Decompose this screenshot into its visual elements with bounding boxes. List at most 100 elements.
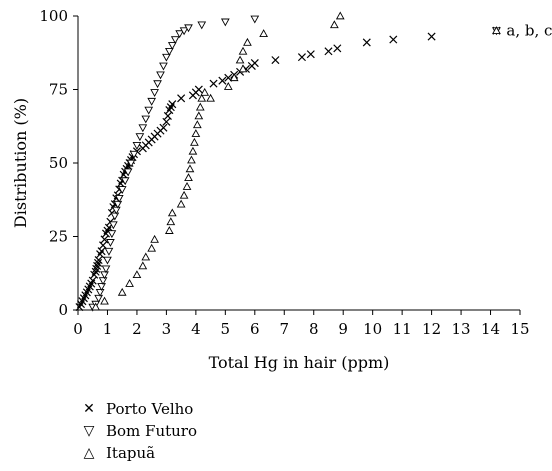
data-point [194,85,203,94]
x-stroke [324,47,333,56]
data-point [103,256,112,265]
data-point [192,120,202,129]
data-point [168,100,177,109]
data-point [164,226,174,234]
x-tick-label: 14 [481,320,500,338]
data-point [88,276,97,285]
data-point [147,97,157,106]
legend-item-bom-futuro: ▽ Bom Futuro [80,420,197,442]
data-point [329,20,339,29]
annotation-triangle-up [492,26,501,35]
data-point [97,283,106,292]
data-point [166,217,176,226]
data-point [98,277,108,286]
data-point [132,142,142,150]
data-point [126,159,136,168]
x-stroke [297,53,306,62]
x-stroke [100,235,109,244]
series-2 [91,11,345,311]
y-tick-label: 0 [58,301,68,319]
x-stroke [427,32,436,41]
data-point [150,234,159,243]
legend-label: Bom Futuro [106,422,198,440]
x-tick-label: 4 [191,320,201,338]
data-point [150,89,159,97]
x-tick-label: 10 [363,320,382,338]
data-point [220,18,230,27]
data-point [188,146,198,155]
data-point [159,123,168,132]
data-point [197,93,207,102]
x-stroke [97,247,106,256]
data-point [182,181,192,190]
x-stroke [250,59,259,68]
data-point [324,47,333,56]
x-axis-title: Total Hg in hair (ppm) [209,353,390,372]
data-point [117,186,127,194]
data-point [135,133,145,142]
data-point [106,239,115,247]
x-stroke [99,241,108,250]
data-point [94,258,103,267]
data-point [175,30,185,39]
legend-label: Itapuã [106,444,156,462]
data-point [250,15,260,24]
data-point [120,177,130,186]
data-point [100,296,109,305]
x-stroke [271,56,280,65]
data-point [335,11,345,20]
data-point [123,168,133,177]
x-stroke [362,38,371,47]
x-stroke [91,267,100,276]
data-point [159,62,168,71]
data-point [101,265,111,274]
legend-item-itapua: △ Itapuã [80,442,197,464]
data-point [179,190,189,199]
x-stroke [194,85,203,94]
legend-label: Porto Velho [106,400,194,418]
x-stroke [92,264,101,273]
annotation-marker [492,26,501,36]
x-tick-label: 7 [279,320,289,338]
x-stroke [94,258,103,267]
data-point [117,287,127,296]
data-point [306,50,315,59]
data-point [141,115,151,124]
chart-legend: ✕ Porto Velho ▽ Bom Futuro △ Itapuã [80,398,197,464]
x-stroke [93,261,102,270]
data-point [100,271,109,280]
x-tick-label: 1 [103,320,113,338]
data-point [95,289,105,297]
data-point [153,80,162,89]
data-point [176,199,186,208]
data-point [250,59,259,68]
data-point [259,29,269,37]
x-tick-label: 2 [132,320,142,338]
data-point [108,221,118,230]
x-tick-label: 12 [422,320,441,338]
data-point [187,155,196,164]
x-tick-label: 8 [309,320,319,338]
data-point [177,94,186,103]
y-tick-label: 100 [39,7,68,25]
x-tick-label: 11 [393,320,412,338]
data-point [92,264,101,273]
data-point [138,261,148,270]
axis-labels: Total Hg in hair (ppm) Distribution (%) a,… [11,22,552,372]
data-point [114,194,124,203]
y-tick-label: 25 [49,228,68,246]
x-tick-label: 0 [73,320,83,338]
data-point [125,279,134,287]
data-point [94,255,103,265]
data-point [362,38,371,47]
data-point [223,82,233,90]
data-marks [75,11,501,312]
data-point [162,53,171,62]
data-point [91,302,101,311]
data-point [104,247,114,256]
data-point [141,252,151,261]
data-point [163,111,172,120]
data-point [194,111,204,120]
data-point [190,137,199,146]
x-stroke [333,44,342,53]
